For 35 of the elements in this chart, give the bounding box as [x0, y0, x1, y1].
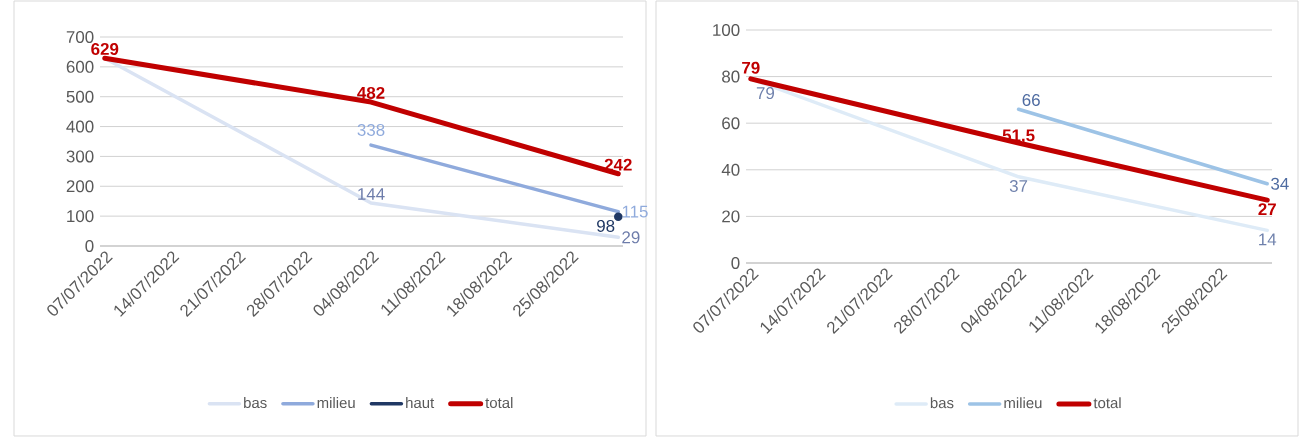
data-label: 98	[597, 219, 615, 232]
y-tick-label: 0	[85, 239, 94, 252]
data-label: 27	[1258, 203, 1276, 216]
y-tick-label: 80	[722, 70, 740, 83]
y-tick-label: 0	[731, 256, 740, 269]
y-tick-label: 100	[713, 23, 740, 36]
legend-label: milieu	[317, 397, 355, 409]
data-label: 66	[1022, 94, 1040, 107]
y-tick-label: 100	[67, 210, 94, 223]
y-tick-label: 20	[722, 210, 740, 223]
data-label: 115	[622, 205, 648, 218]
legend-label: total	[485, 397, 513, 409]
data-label: 629	[91, 43, 119, 56]
y-tick-label: 60	[722, 117, 740, 130]
y-tick-label: 400	[66, 120, 94, 133]
y-tick-label: 600	[66, 60, 94, 73]
data-label: 338	[357, 123, 385, 136]
legend-label: total	[1093, 397, 1121, 409]
legend-label: haut	[406, 397, 435, 409]
data-label: 79	[742, 61, 760, 74]
data-label: 79	[756, 87, 775, 100]
y-tick-label: 300	[66, 150, 94, 163]
data-label: 144	[358, 188, 385, 200]
y-tick-label: 700	[66, 30, 94, 43]
data-label: 37	[1009, 179, 1028, 192]
y-tick-label: 200	[66, 180, 94, 193]
legend-label: milieu	[1004, 397, 1042, 409]
y-tick-label: 500	[66, 90, 94, 103]
legend-label: bas	[244, 397, 267, 409]
data-label: 34	[1271, 177, 1289, 190]
y-tick-label: 40	[721, 163, 740, 176]
data-label: 14	[1259, 233, 1277, 246]
legend-label: bas	[930, 397, 954, 409]
data-label: 482	[357, 86, 385, 99]
data-label: 29	[622, 231, 640, 244]
